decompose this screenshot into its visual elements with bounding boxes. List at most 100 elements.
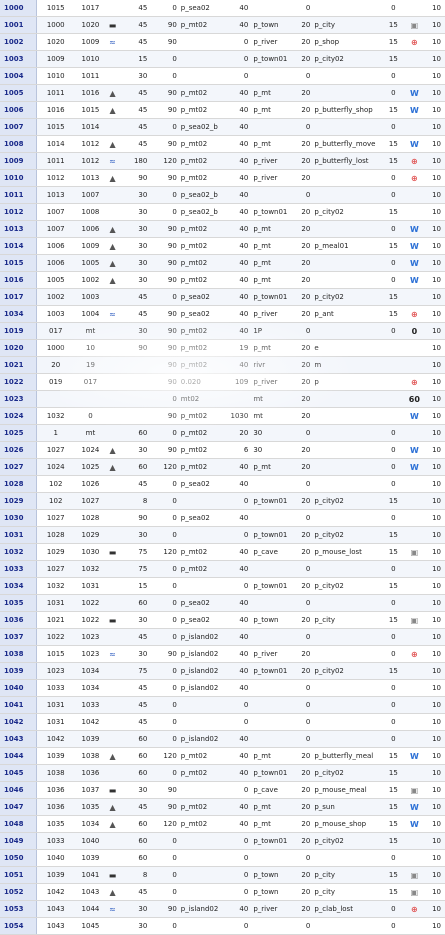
table-cell[interactable]	[106, 509, 119, 527]
table-row[interactable]: 1047 1036 1035 ▲ 45 90 p_mt02 40 p_mt 20 p_sun 15 W 1…	[0, 798, 445, 816]
table-cell[interactable]: 10	[421, 883, 445, 901]
table-row[interactable]: 1011 1013 1007 30 0 p_sea02_b 40 0 0 10	[0, 186, 445, 204]
table-cell[interactable]	[106, 186, 119, 204]
table-cell[interactable]	[106, 50, 119, 68]
table-cell[interactable]: 40	[229, 628, 252, 646]
row-number[interactable]: 1038	[0, 645, 37, 663]
table-cell[interactable]: 0	[229, 577, 252, 595]
table-row[interactable]: 1025 1 mt 60 0 p_mt02 20 30 0 0 10	[0, 424, 445, 442]
table-cell[interactable]	[407, 526, 422, 544]
table-cell[interactable]: 0	[379, 322, 408, 340]
row-number[interactable]: 1030	[0, 509, 37, 527]
table-cell[interactable]	[312, 67, 380, 85]
row-number[interactable]: 1012	[0, 203, 37, 221]
table-cell[interactable]: 0	[299, 679, 313, 697]
table-cell[interactable]: 40	[229, 594, 252, 612]
table-row[interactable]: 1042 1031 1042 45 0 0 0 0 10	[0, 713, 445, 731]
table-cell[interactable]: 1027	[36, 441, 75, 459]
table-cell[interactable]: 20	[299, 220, 313, 238]
table-cell[interactable]: 40	[229, 118, 252, 136]
table-cell[interactable]: p_mt02	[178, 543, 230, 561]
table-cell[interactable]: 0	[229, 832, 252, 850]
table-cell[interactable]: 60	[407, 390, 422, 408]
table-cell[interactable]: 30	[118, 220, 150, 238]
table-cell[interactable]	[106, 849, 119, 867]
table-cell[interactable]: 60	[118, 458, 150, 476]
table-cell[interactable]: 1033	[74, 696, 107, 714]
row-number[interactable]: 1016	[0, 271, 37, 289]
table-cell[interactable]: 10	[421, 407, 445, 425]
table-cell[interactable]	[106, 118, 119, 136]
table-cell[interactable]: 90	[149, 16, 179, 34]
row-number[interactable]: 1022	[0, 373, 37, 391]
table-cell[interactable]	[312, 458, 380, 476]
table-cell[interactable]: p_mt	[251, 254, 300, 272]
table-cell[interactable]: 0	[149, 288, 179, 306]
table-cell[interactable]: 20	[299, 390, 313, 408]
table-cell[interactable]: p_town01	[251, 764, 300, 782]
table-cell[interactable]: 10	[421, 441, 445, 459]
table-cell[interactable]: 1002	[74, 271, 107, 289]
table-cell[interactable]: p_sea02_b	[178, 203, 230, 221]
table-row[interactable]: 1045 1038 1036 60 0 p_mt02 40 p_town01 20 p_city0…	[0, 764, 445, 782]
table-cell[interactable]: 20	[299, 169, 313, 187]
row-number[interactable]: 1008	[0, 135, 37, 153]
table-cell[interactable]	[312, 169, 380, 187]
table-cell[interactable]: p_mt	[251, 339, 300, 357]
row-number[interactable]: 1017	[0, 288, 37, 306]
table-cell[interactable]	[407, 492, 422, 510]
table-cell[interactable]: 0	[299, 713, 313, 731]
table-cell[interactable]: 1043	[74, 883, 107, 901]
table-cell[interactable]: 20	[299, 492, 313, 510]
table-cell[interactable]: 10	[421, 458, 445, 476]
table-cell[interactable]: 1015	[36, 645, 75, 663]
table-cell[interactable]: 90	[149, 798, 179, 816]
table-row[interactable]: 1000 1015 1017 45 0 p_sea02 40 0 0 10	[0, 0, 445, 17]
table-cell[interactable]: 45	[118, 798, 150, 816]
table-cell[interactable]: 1039	[74, 730, 107, 748]
table-cell[interactable]: 20	[299, 254, 313, 272]
table-cell[interactable]: 15	[379, 152, 408, 170]
table-cell[interactable]: 1022	[74, 594, 107, 612]
table-cell[interactable]	[178, 33, 230, 51]
table-cell[interactable]: 90	[149, 645, 179, 663]
table-cell[interactable]: 1021	[36, 611, 75, 629]
table-cell[interactable]: 15	[379, 832, 408, 850]
table-cell[interactable]	[106, 730, 119, 748]
table-cell[interactable]: p_river	[251, 152, 300, 170]
table-cell[interactable]: 1020	[36, 33, 75, 51]
table-cell[interactable]: 0	[229, 917, 252, 935]
table-cell[interactable]: 10	[421, 254, 445, 272]
table-cell[interactable]	[312, 424, 380, 442]
row-number[interactable]: 1047	[0, 798, 37, 816]
row-number[interactable]: 1052	[0, 883, 37, 901]
table-cell[interactable]	[312, 322, 380, 340]
table-cell[interactable]: 0	[149, 560, 179, 578]
table-cell[interactable]: 1015	[36, 118, 75, 136]
table-cell[interactable]	[379, 373, 408, 391]
table-row[interactable]: 1043 1042 1039 60 0 p_island02 40 0 0 10	[0, 730, 445, 748]
table-cell[interactable]: p_sea02	[178, 0, 230, 17]
table-cell[interactable]: p_mouse_shop	[312, 815, 380, 833]
table-cell[interactable]: p_mt02	[178, 101, 230, 119]
table-cell[interactable]	[106, 492, 119, 510]
row-number[interactable]: 1041	[0, 696, 37, 714]
table-cell[interactable]: 0	[379, 594, 408, 612]
table-cell[interactable]: 1003	[74, 288, 107, 306]
table-cell[interactable]: 45	[118, 118, 150, 136]
table-row[interactable]: 1041 1031 1033 45 0 0 0 0 10	[0, 696, 445, 714]
table-cell[interactable]: 0	[149, 424, 179, 442]
table-row[interactable]: 1039 1023 1034 75 0 p_island02 40 p_town01 20 p_c…	[0, 662, 445, 680]
table-cell[interactable]: 1022	[74, 611, 107, 629]
table-cell[interactable]	[178, 866, 230, 884]
table-cell[interactable]: 15	[379, 50, 408, 68]
table-row[interactable]: 1014 1006 1009 ▲ 30 90 p_mt02 40 p_mt 20 p_meal01 1…	[0, 237, 445, 255]
table-cell[interactable]: 1022	[36, 628, 75, 646]
table-cell[interactable]: 20	[299, 33, 313, 51]
table-cell[interactable]: 1006	[36, 254, 75, 272]
row-number[interactable]: 1035	[0, 594, 37, 612]
table-cell[interactable]	[251, 118, 300, 136]
table-row[interactable]: 1016 1005 1002 ▲ 30 90 p_mt02 40 p_mt 20 0 W 10	[0, 271, 445, 289]
table-cell[interactable]: 10	[421, 713, 445, 731]
table-cell[interactable]: 20	[299, 815, 313, 833]
